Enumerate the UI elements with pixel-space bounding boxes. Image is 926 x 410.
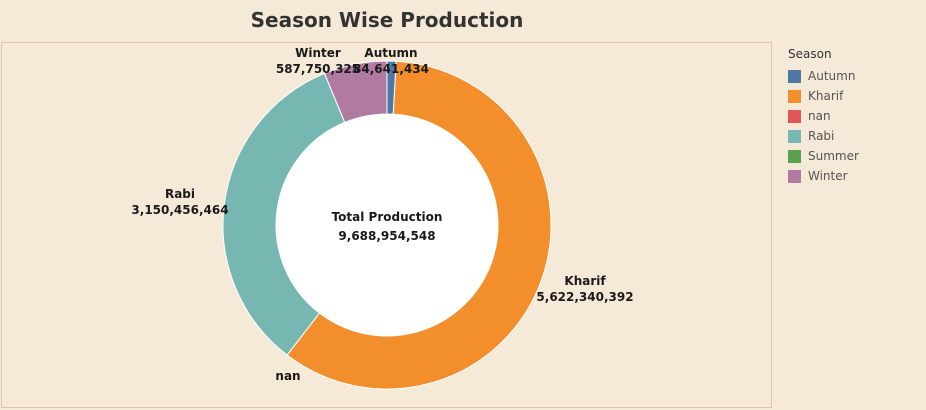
legend-label: Kharif bbox=[808, 89, 844, 103]
legend-swatch bbox=[788, 169, 801, 183]
legend-swatch bbox=[788, 109, 801, 123]
legend-label: nan bbox=[808, 109, 831, 123]
chart-title: Season Wise Production bbox=[250, 8, 524, 32]
legend-item-kharif[interactable]: Kharif bbox=[788, 86, 918, 106]
legend-label: Summer bbox=[808, 149, 859, 163]
slice-value-autumn: 84,641,434 bbox=[353, 62, 429, 76]
slice-label-kharif: Kharif bbox=[564, 274, 606, 288]
legend-item-nan[interactable]: nan bbox=[788, 106, 918, 126]
legend-label: Winter bbox=[808, 169, 848, 183]
legend-swatch bbox=[788, 149, 801, 163]
legend: Season Autumn Kharif nan Rabi Summer Winter bbox=[788, 47, 918, 186]
legend-swatch bbox=[788, 89, 801, 103]
legend-item-rabi[interactable]: Rabi bbox=[788, 126, 918, 146]
legend-item-winter[interactable]: Winter bbox=[788, 166, 918, 186]
legend-label: Autumn bbox=[808, 69, 856, 83]
slice-value-rabi: 3,150,456,464 bbox=[131, 203, 228, 217]
legend-label: Rabi bbox=[808, 129, 835, 143]
slice-label-nan: nan bbox=[275, 369, 300, 383]
slice-label-rabi: Rabi bbox=[165, 187, 195, 201]
legend-item-autumn[interactable]: Autumn bbox=[788, 66, 918, 86]
slice-value-winter: 587,750,325 bbox=[276, 62, 360, 76]
slice-value-kharif: 5,622,340,392 bbox=[536, 290, 633, 304]
donut-hole bbox=[276, 114, 498, 336]
slice-label-winter: Winter bbox=[295, 46, 341, 60]
legend-item-summer[interactable]: Summer bbox=[788, 146, 918, 166]
legend-title: Season bbox=[788, 47, 832, 61]
center-label: Total Production bbox=[332, 210, 443, 224]
center-value: 9,688,954,548 bbox=[338, 229, 435, 243]
slice-label-autumn: Autumn bbox=[364, 46, 417, 60]
legend-swatch bbox=[788, 69, 801, 83]
legend-swatch bbox=[788, 129, 801, 143]
